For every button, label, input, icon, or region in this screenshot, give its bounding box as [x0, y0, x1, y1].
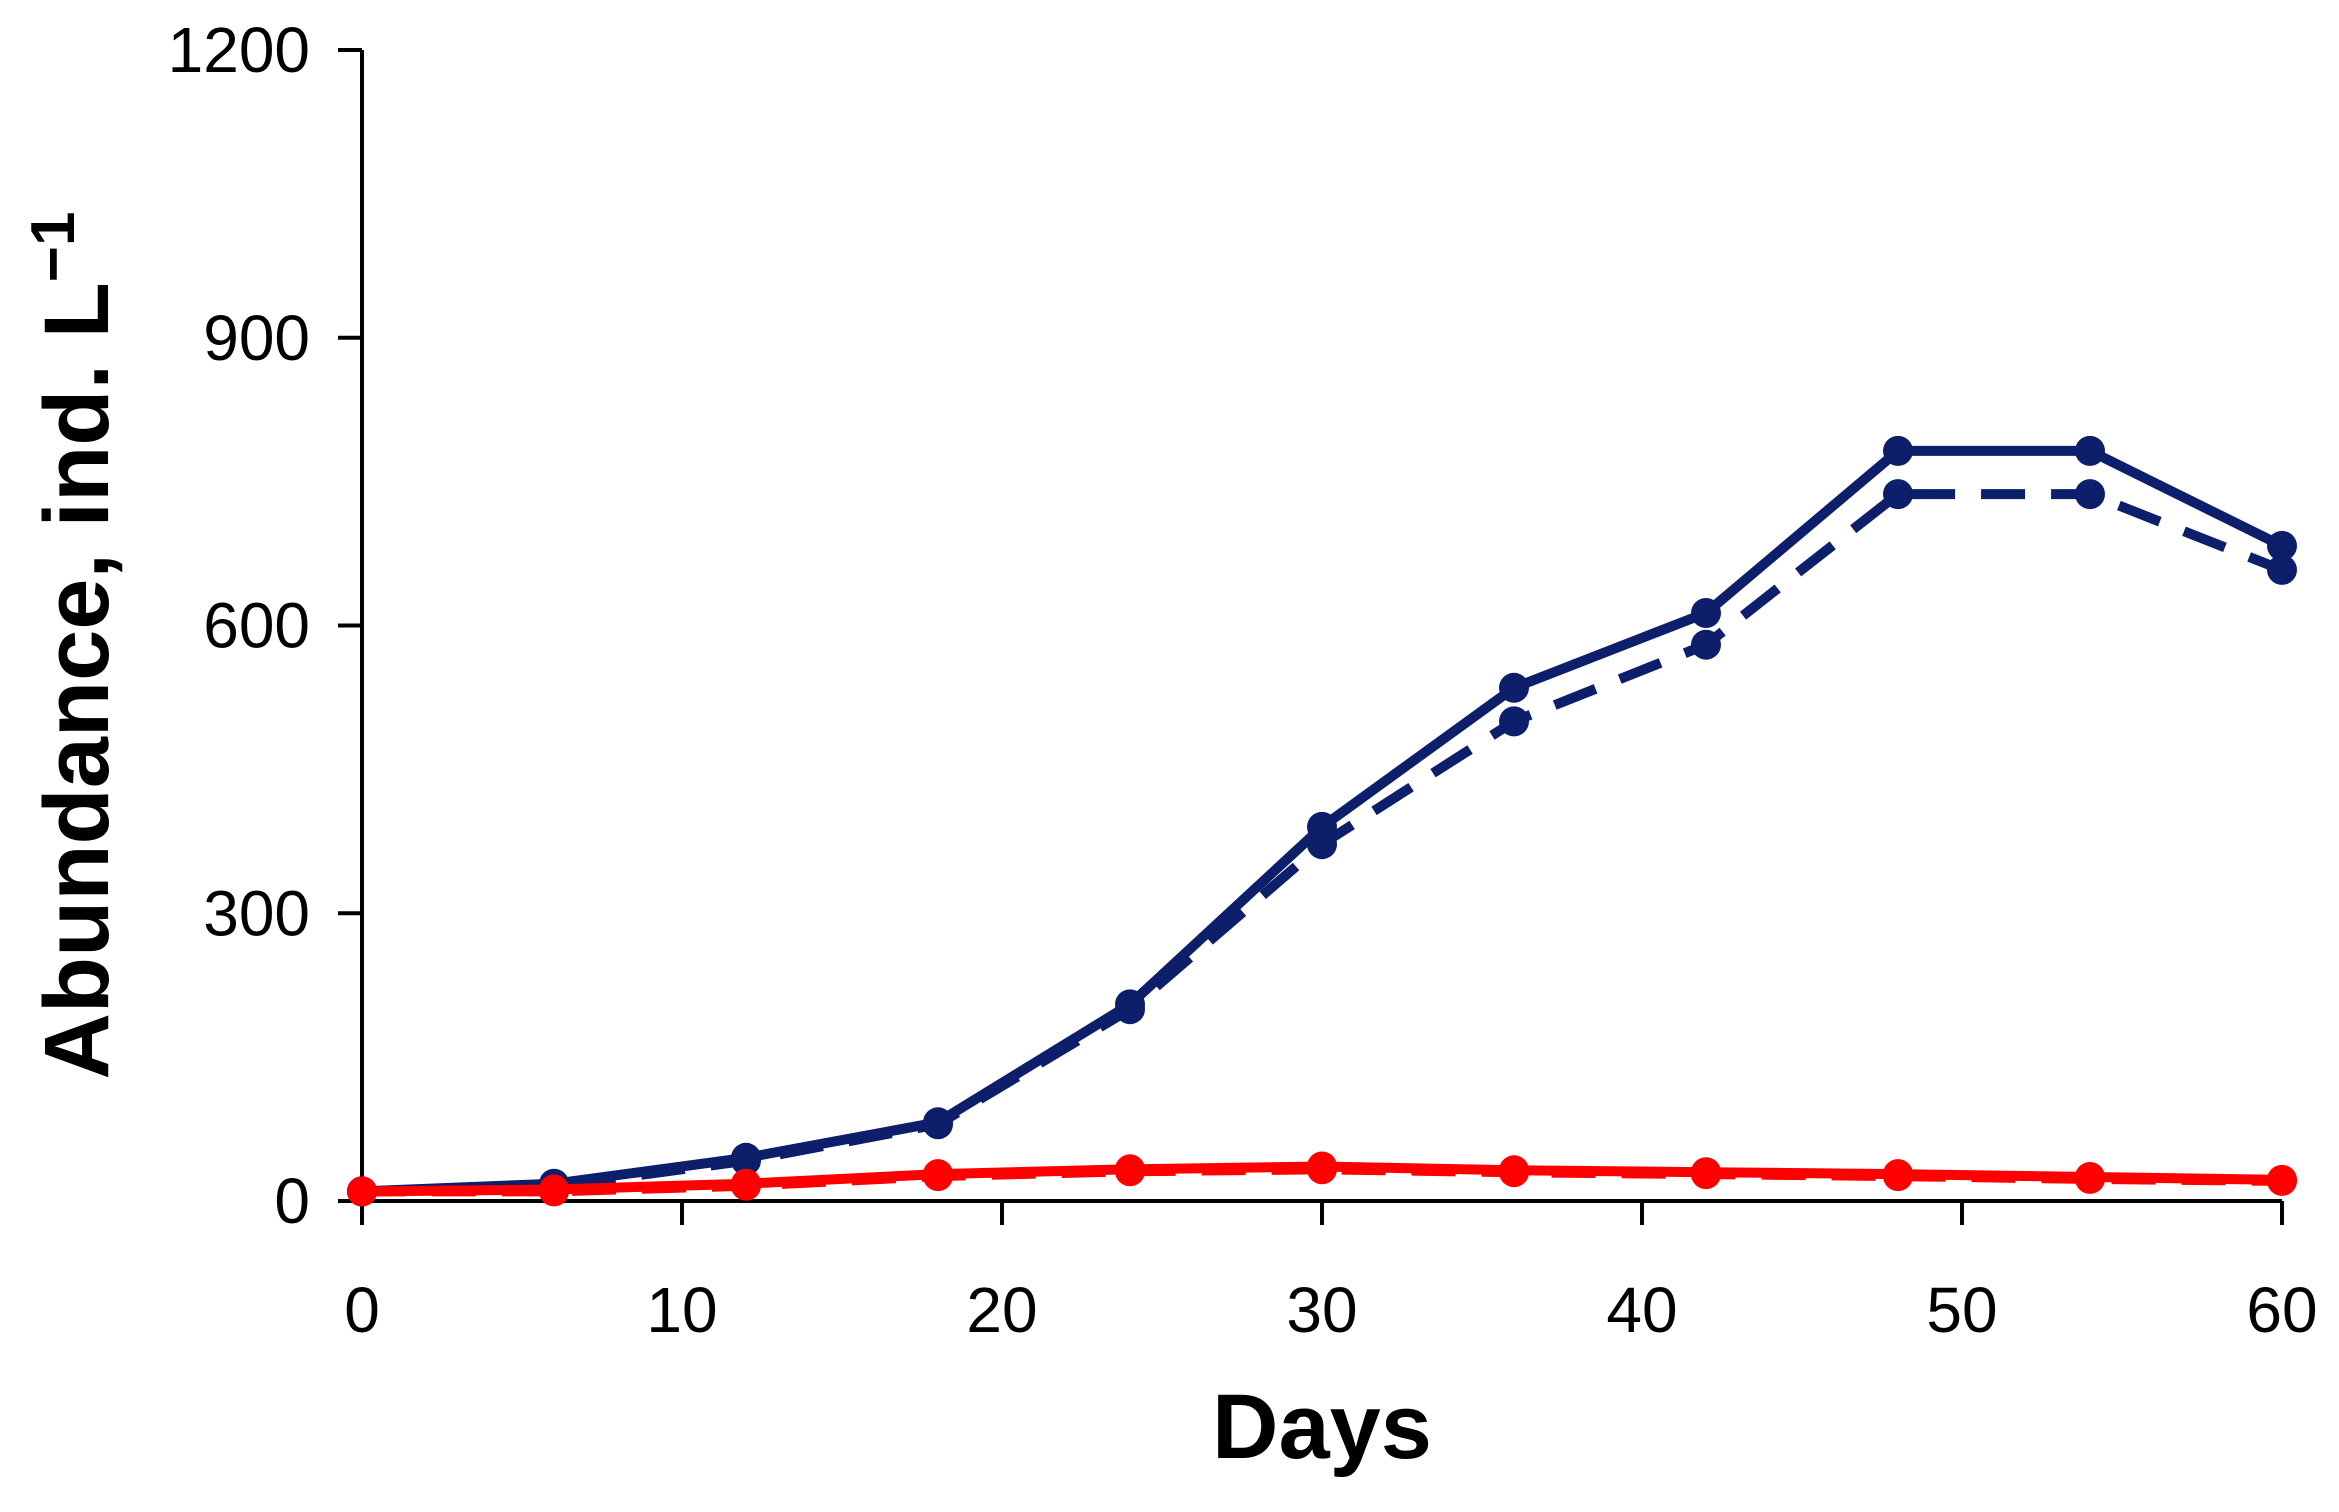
series-1 — [347, 435, 2297, 1207]
data-point — [923, 1159, 953, 1190]
data-point — [2267, 1164, 2297, 1195]
axes: 0 300 600 900 1200 0 10 20 30 40 50 60 — [168, 14, 2318, 1346]
data-point — [1691, 1157, 1721, 1188]
x-tick-label: 10 — [646, 1274, 717, 1346]
series-2 — [347, 479, 2297, 1207]
data-point — [1883, 435, 1913, 466]
x-axis-title: Days — [1212, 1376, 1432, 1478]
data-point — [2267, 530, 2297, 561]
data-point — [2075, 435, 2105, 466]
y-tick-label: 0 — [274, 1165, 310, 1237]
data-point — [923, 1107, 953, 1138]
data-point — [2075, 479, 2105, 510]
data-point — [1499, 672, 1529, 703]
y-tick-label: 600 — [203, 590, 310, 662]
x-tick-label: 0 — [344, 1274, 380, 1346]
y-tick-label: 900 — [203, 302, 310, 374]
y-axis-title-main: Abundance, ind. L — [26, 282, 128, 1079]
series-layer — [347, 435, 2297, 1207]
data-point — [731, 1142, 761, 1173]
data-point — [347, 1176, 377, 1207]
data-point — [2075, 1162, 2105, 1192]
x-tick-label: 30 — [1286, 1274, 1357, 1346]
data-point — [1883, 1159, 1913, 1190]
data-point — [1499, 706, 1529, 737]
data-point — [1307, 811, 1337, 842]
y-tick-label: 300 — [203, 877, 310, 949]
data-point — [1883, 479, 1913, 510]
data-point — [1499, 1155, 1529, 1186]
data-point — [2267, 554, 2297, 585]
series-3 — [347, 1151, 2297, 1207]
data-point — [1691, 629, 1721, 660]
data-point — [1691, 598, 1721, 628]
x-tick-label: 40 — [1606, 1274, 1677, 1346]
data-point — [731, 1168, 761, 1199]
y-tick-label: 1200 — [168, 14, 310, 86]
x-tick-label: 50 — [1926, 1274, 1997, 1346]
x-tick-label: 20 — [966, 1274, 1037, 1346]
data-point — [1115, 1154, 1145, 1185]
data-point — [539, 1174, 569, 1205]
y-axis-title: Abundance, ind. L−1 — [19, 211, 128, 1079]
data-point — [1115, 989, 1145, 1020]
x-tick-label: 60 — [2246, 1274, 2317, 1346]
y-axis-title-superscript: −1 — [19, 211, 88, 282]
data-point — [1307, 1151, 1337, 1182]
